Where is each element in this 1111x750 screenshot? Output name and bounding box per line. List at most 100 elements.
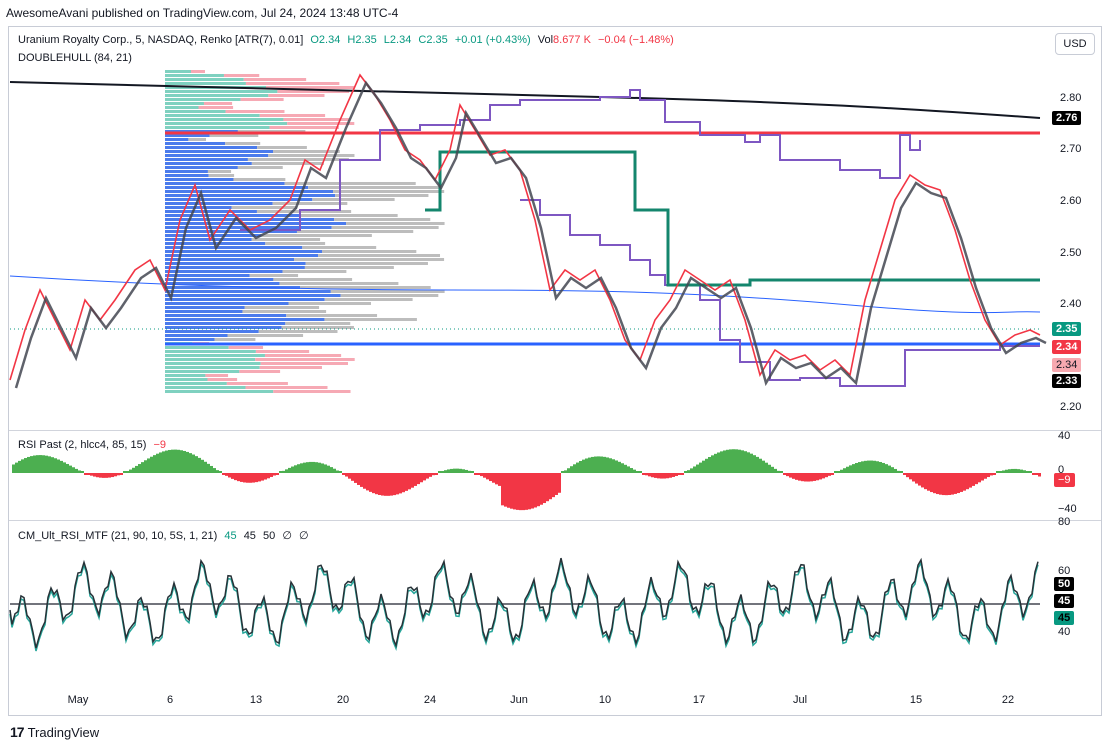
tradingview-footer[interactable]: 17 TradingView bbox=[10, 724, 99, 740]
rsi-histogram-bar bbox=[378, 473, 381, 495]
rsi-histogram-bar bbox=[228, 473, 231, 478]
rsi-histogram-bar bbox=[594, 456, 597, 473]
rsi-histogram-bar bbox=[921, 473, 924, 488]
rsi-histogram-bar bbox=[87, 473, 90, 475]
volume-profile-bar bbox=[335, 194, 429, 197]
rsi-histogram-bar bbox=[105, 473, 108, 478]
rsi-histogram-bar bbox=[762, 460, 765, 473]
rsi-histogram-bar bbox=[417, 473, 420, 485]
volume-profile-bar bbox=[165, 386, 246, 389]
price-tag-last: 2.35 bbox=[1052, 322, 1082, 336]
rsi-histogram-bar bbox=[312, 461, 315, 473]
rsi-histogram-bar bbox=[696, 464, 699, 473]
rsi-histogram-bar bbox=[450, 468, 453, 473]
rsi-histogram-bar bbox=[600, 456, 603, 473]
pane-separator[interactable] bbox=[9, 520, 1101, 521]
price-axis-label: 2.70 bbox=[1060, 143, 1082, 155]
volume-profile-bar bbox=[165, 158, 248, 161]
rsi-histogram-bar bbox=[345, 473, 348, 477]
rsi-histogram-bar bbox=[744, 451, 747, 473]
volume-profile-bar bbox=[165, 306, 245, 309]
rsi-histogram-bar bbox=[828, 473, 831, 476]
rsi-histogram-bar bbox=[615, 460, 618, 473]
rsi-histogram-bar bbox=[282, 470, 285, 473]
volume-profile-bar bbox=[273, 278, 353, 281]
price-tag-low: 2.33 bbox=[1052, 374, 1082, 388]
rsi-histogram-bar bbox=[978, 473, 981, 483]
rsi-histogram-bar bbox=[915, 473, 918, 484]
volume-profile-bar bbox=[165, 90, 278, 93]
price-tag-blue: 2.34 bbox=[1052, 340, 1082, 354]
volume-profile-bar bbox=[244, 306, 320, 309]
volume-profile-bar bbox=[259, 114, 326, 117]
rsi-histogram-bar bbox=[72, 467, 75, 473]
rsi-histogram-bar bbox=[519, 473, 522, 511]
volume-profile-bar bbox=[205, 374, 229, 377]
rsi-tag: −9 bbox=[1054, 473, 1075, 487]
rsi-histogram-bar bbox=[441, 471, 444, 473]
rsi-histogram-bar bbox=[57, 459, 60, 473]
rsi-histogram-bar bbox=[747, 452, 750, 473]
rsi-histogram-bar bbox=[255, 473, 258, 483]
rsi-histogram-bar bbox=[246, 473, 249, 483]
rsi-histogram-bar bbox=[402, 473, 405, 493]
rsi-histogram-bar bbox=[321, 463, 324, 473]
rsi-histogram-bar bbox=[240, 473, 243, 482]
rsi-histogram-bar bbox=[537, 473, 540, 507]
time-axis-label: Jul bbox=[792, 694, 808, 706]
rsi-histogram-bar bbox=[480, 473, 483, 477]
rsi-histogram-bar bbox=[231, 473, 234, 479]
rsi-histogram-bar bbox=[636, 471, 639, 473]
rsi-histogram-bar bbox=[366, 473, 369, 491]
rsi-histogram-bar bbox=[765, 462, 768, 473]
rsi-histogram-bar bbox=[687, 470, 690, 473]
volume-profile-bar bbox=[165, 174, 209, 177]
rsi-histogram-bar bbox=[189, 453, 192, 473]
cm-legend[interactable]: CM_Ult_RSI_MTF (21, 90, 10, 5S, 1, 21) 4… bbox=[18, 529, 313, 542]
indicator-legend-doublehull[interactable]: DOUBLEHULL (84, 21) bbox=[18, 52, 132, 64]
rsi-histogram-bar bbox=[714, 453, 717, 473]
rsi-histogram-bar bbox=[201, 459, 204, 473]
rsi-histogram-bar bbox=[243, 473, 246, 483]
rsi-histogram-bar bbox=[732, 449, 735, 473]
rsi-histogram-bar bbox=[297, 464, 300, 473]
rsi-histogram-bar bbox=[117, 473, 120, 476]
chart-frame[interactable] bbox=[8, 26, 1102, 716]
rsi-histogram-bar bbox=[408, 473, 411, 490]
rsi-histogram-bar bbox=[396, 473, 399, 495]
rsi-histogram-bar bbox=[60, 460, 63, 473]
rsi-histogram-bar bbox=[528, 473, 531, 510]
rsi-histogram-bar bbox=[21, 459, 24, 473]
rsi-histogram-bar bbox=[861, 461, 864, 473]
volume-profile-bar bbox=[165, 186, 309, 189]
symbol-legend[interactable]: Uranium Royalty Corp., 5, NASDAQ, Renko … bbox=[18, 34, 678, 46]
pane-separator[interactable] bbox=[9, 430, 1101, 431]
currency-button[interactable]: USD bbox=[1055, 33, 1095, 55]
rsi-histogram-bar bbox=[168, 449, 171, 473]
rsi-histogram-bar bbox=[963, 473, 966, 491]
volume-profile-bar bbox=[165, 382, 227, 385]
rsi-histogram-bar bbox=[909, 473, 912, 480]
volume-profile-bar bbox=[300, 214, 398, 217]
rsi-histogram-bar bbox=[756, 456, 759, 473]
rsi-histogram-bar bbox=[948, 473, 951, 496]
ohlc-high: H2.35 bbox=[347, 34, 377, 46]
volume-profile-bar bbox=[251, 162, 324, 165]
rsi-histogram-bar bbox=[561, 471, 564, 473]
rsi-histogram-bar bbox=[552, 473, 555, 498]
volume-profile-bar bbox=[245, 386, 328, 389]
price-axis-label: 2.40 bbox=[1060, 298, 1082, 310]
volume-profile-bar bbox=[165, 310, 243, 313]
volume-profile-bar bbox=[165, 198, 313, 201]
rsi-histogram-bar bbox=[78, 470, 81, 473]
rsi-histogram-bar bbox=[477, 473, 480, 475]
volume-profile-bar bbox=[165, 110, 226, 113]
rsi-histogram-bar bbox=[183, 450, 186, 473]
rsi-histogram-bar bbox=[705, 458, 708, 473]
rsi-legend[interactable]: RSI Past (2, hlcc4, 85, 15) −9 bbox=[18, 439, 170, 451]
rsi-histogram-bar bbox=[675, 473, 678, 476]
volume-profile-bar bbox=[165, 166, 238, 169]
rsi-histogram-bar bbox=[123, 471, 126, 473]
long-ma-line bbox=[9, 81, 1041, 119]
